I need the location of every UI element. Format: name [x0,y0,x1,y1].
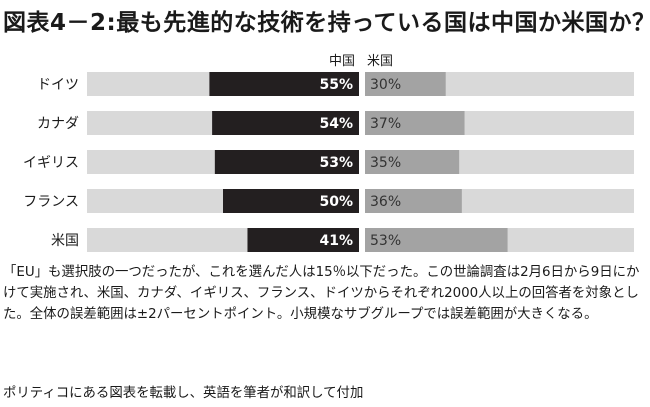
us-bar [365,189,462,213]
us-bar [365,228,508,252]
china-bar [214,150,359,174]
source-credit: ポリティコにある図表を転載し、英語を筆者が和訳して付加 [3,386,364,401]
legend-label-china: 中国 [329,54,355,69]
us-bar [365,150,460,174]
us-value-label: 30% [370,77,401,93]
category-label: イギリス [23,155,79,171]
china-bar [223,189,359,213]
category-label: フランス [23,194,79,210]
category-label: 米国 [51,233,79,249]
legend-label-us: 米国 [367,54,393,69]
us-value-label: 36% [370,194,401,210]
china-bar [247,228,359,252]
chart-note: 「EU」も選択肢の一つだったが、これを選んだ人は15％以下だった。この世論調査は… [3,265,640,322]
china-bar [212,111,359,135]
us-value-label: 37% [370,116,401,132]
us-value-label: 35% [370,155,401,171]
china-value-label: 41% [319,233,353,249]
us-bar [365,72,446,96]
china-bar [209,72,359,96]
us-bar [365,111,465,135]
us-value-label: 53% [370,233,401,249]
china-value-label: 53% [319,155,353,171]
china-value-label: 50% [319,194,353,210]
china-value-label: 54% [319,116,353,132]
category-label: ドイツ [37,77,79,93]
category-label: カナダ [37,116,79,132]
chart-title: 図表4－2:最も先進的な技術を持っている国は中国か米国か？ [3,10,650,36]
china-value-label: 55% [319,77,353,93]
